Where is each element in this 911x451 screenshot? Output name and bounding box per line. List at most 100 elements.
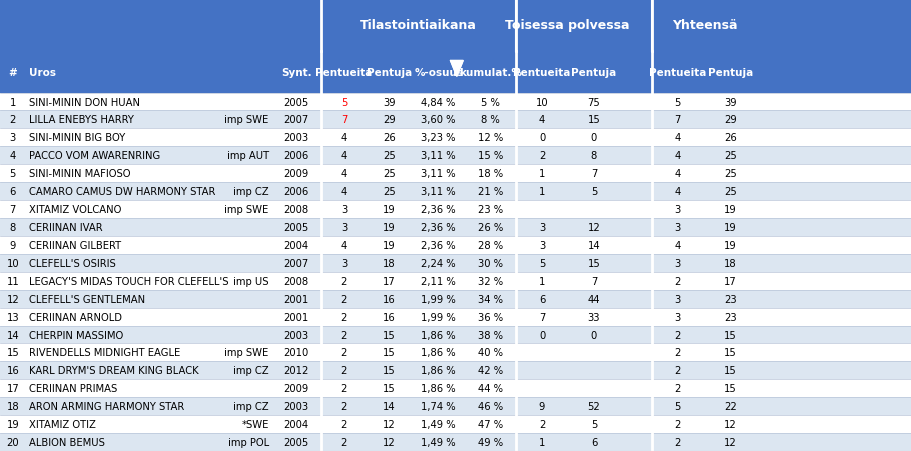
Text: 29: 29 bbox=[384, 115, 395, 125]
Text: 15: 15 bbox=[384, 348, 395, 358]
Bar bbox=[514, 0, 517, 52]
Text: 3: 3 bbox=[539, 240, 545, 250]
Text: 5: 5 bbox=[591, 187, 597, 197]
Text: 16: 16 bbox=[384, 294, 395, 304]
Text: 1: 1 bbox=[539, 187, 545, 197]
Text: Pentueita: Pentueita bbox=[650, 68, 706, 78]
Text: SINI-MININ BIG BOY: SINI-MININ BIG BOY bbox=[29, 133, 126, 143]
Text: imp CZ: imp CZ bbox=[233, 187, 269, 197]
Text: 3: 3 bbox=[341, 205, 347, 215]
Text: 3,60 %: 3,60 % bbox=[422, 115, 456, 125]
Bar bbox=[0, 379, 911, 397]
Text: 15: 15 bbox=[384, 366, 395, 376]
Text: imp AUT: imp AUT bbox=[227, 151, 269, 161]
Text: imp POL: imp POL bbox=[228, 437, 269, 447]
Text: 1,86 %: 1,86 % bbox=[421, 366, 456, 376]
Text: 2001: 2001 bbox=[283, 312, 309, 322]
Text: 2: 2 bbox=[675, 348, 681, 358]
Text: 5: 5 bbox=[341, 97, 347, 107]
Text: 2: 2 bbox=[341, 294, 347, 304]
Text: 44 %: 44 % bbox=[478, 383, 503, 393]
Text: 2006: 2006 bbox=[283, 187, 309, 197]
Text: 9: 9 bbox=[10, 240, 15, 250]
Bar bbox=[0, 111, 911, 129]
Text: 1: 1 bbox=[539, 437, 545, 447]
Bar bbox=[0, 201, 911, 219]
Text: 3,11 %: 3,11 % bbox=[421, 187, 456, 197]
Text: 19: 19 bbox=[724, 205, 737, 215]
Text: 20: 20 bbox=[6, 437, 19, 447]
Text: Yhteensä: Yhteensä bbox=[672, 19, 738, 32]
Text: 2: 2 bbox=[341, 312, 347, 322]
Text: 25: 25 bbox=[384, 169, 395, 179]
Bar bbox=[650, 0, 654, 52]
Text: 22: 22 bbox=[724, 401, 737, 411]
Text: 5: 5 bbox=[675, 401, 681, 411]
Text: 23: 23 bbox=[724, 312, 737, 322]
Text: 49 %: 49 % bbox=[478, 437, 503, 447]
Text: 2: 2 bbox=[675, 437, 681, 447]
Text: 26 %: 26 % bbox=[478, 222, 503, 232]
Text: 2010: 2010 bbox=[283, 348, 309, 358]
Text: 15: 15 bbox=[588, 258, 600, 268]
Bar bbox=[0, 254, 911, 272]
Text: Pentuja: Pentuja bbox=[571, 68, 617, 78]
Text: 4: 4 bbox=[539, 115, 545, 125]
Text: 4: 4 bbox=[675, 133, 681, 143]
Bar bbox=[0, 397, 911, 415]
Text: 18: 18 bbox=[724, 258, 737, 268]
Text: 15: 15 bbox=[724, 330, 737, 340]
Text: 1: 1 bbox=[10, 97, 15, 107]
Text: 8: 8 bbox=[591, 151, 597, 161]
Text: 2007: 2007 bbox=[283, 258, 309, 268]
Text: 15: 15 bbox=[724, 348, 737, 358]
Text: 29: 29 bbox=[724, 115, 737, 125]
Text: 4: 4 bbox=[341, 151, 347, 161]
Text: 39: 39 bbox=[724, 97, 737, 107]
Text: Pentuja: Pentuja bbox=[367, 68, 412, 78]
Text: ARON ARMING HARMONY STAR: ARON ARMING HARMONY STAR bbox=[29, 401, 184, 411]
Text: imp SWE: imp SWE bbox=[224, 205, 269, 215]
Text: LEGACY'S MIDAS TOUCH FOR CLEFELL'S: LEGACY'S MIDAS TOUCH FOR CLEFELL'S bbox=[29, 276, 229, 286]
Text: 1,74 %: 1,74 % bbox=[421, 401, 456, 411]
Text: 2009: 2009 bbox=[283, 383, 309, 393]
Text: 5 %: 5 % bbox=[481, 97, 500, 107]
Text: 19: 19 bbox=[724, 222, 737, 232]
Text: 2: 2 bbox=[341, 348, 347, 358]
Text: 3: 3 bbox=[675, 258, 681, 268]
Text: 2008: 2008 bbox=[283, 276, 309, 286]
Text: 19: 19 bbox=[384, 205, 395, 215]
Text: Uros: Uros bbox=[29, 68, 56, 78]
Text: 8: 8 bbox=[10, 222, 15, 232]
Text: 2,36 %: 2,36 % bbox=[421, 240, 456, 250]
Bar bbox=[0, 236, 911, 254]
Text: 2005: 2005 bbox=[283, 97, 309, 107]
Text: 2,36 %: 2,36 % bbox=[421, 222, 456, 232]
Text: 40 %: 40 % bbox=[478, 348, 503, 358]
Text: 2: 2 bbox=[10, 115, 15, 125]
Text: RIVENDELLS MIDNIGHT EAGLE: RIVENDELLS MIDNIGHT EAGLE bbox=[29, 348, 180, 358]
Text: 2: 2 bbox=[341, 366, 347, 376]
Text: 2: 2 bbox=[675, 419, 681, 429]
Bar bbox=[0, 183, 911, 201]
Text: 7: 7 bbox=[591, 169, 597, 179]
Text: 7: 7 bbox=[675, 115, 681, 125]
Text: 3: 3 bbox=[675, 222, 681, 232]
Text: 1,86 %: 1,86 % bbox=[421, 383, 456, 393]
Text: Toisessa polvessa: Toisessa polvessa bbox=[506, 19, 630, 32]
Text: 3: 3 bbox=[675, 205, 681, 215]
Text: #: # bbox=[8, 68, 17, 78]
Text: 0: 0 bbox=[539, 330, 545, 340]
Text: 1,99 %: 1,99 % bbox=[421, 312, 456, 322]
Text: 6: 6 bbox=[10, 187, 15, 197]
Text: 10: 10 bbox=[6, 258, 19, 268]
Text: 12 %: 12 % bbox=[478, 133, 503, 143]
Text: 1: 1 bbox=[539, 169, 545, 179]
Text: 2004: 2004 bbox=[283, 240, 309, 250]
Text: imp US: imp US bbox=[233, 276, 269, 286]
Text: 12: 12 bbox=[724, 419, 737, 429]
Text: 4: 4 bbox=[675, 151, 681, 161]
Text: 25: 25 bbox=[384, 151, 395, 161]
Text: CAMARO CAMUS DW HARMONY STAR: CAMARO CAMUS DW HARMONY STAR bbox=[29, 187, 216, 197]
Text: Tilastointiaikana: Tilastointiaikana bbox=[360, 19, 476, 32]
